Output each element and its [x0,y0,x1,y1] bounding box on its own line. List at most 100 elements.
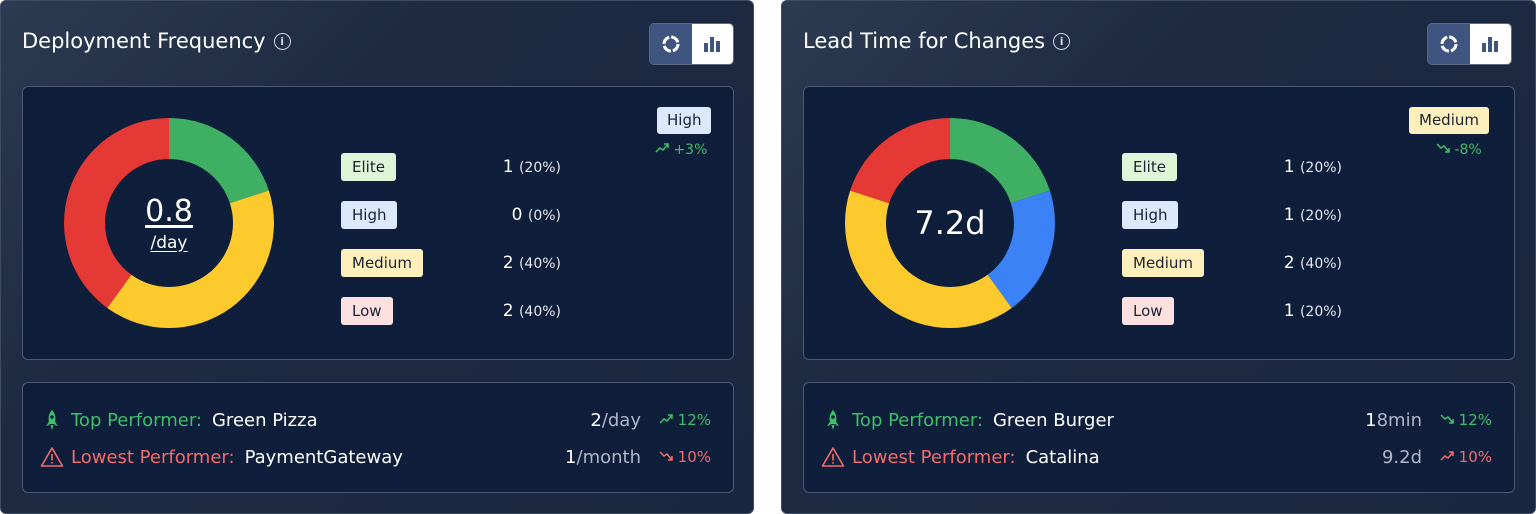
performer-name: Catalina [1025,446,1100,468]
performer-label: Lowest Performer: [71,446,235,468]
tier-count: 2 (40%) [1284,253,1342,273]
donut-view-button[interactable] [650,24,692,64]
rating-badge: Medium [1409,107,1489,134]
count-percent: (20%) [518,160,561,176]
tier-badge: Elite [341,153,396,181]
performer-label: Top Performer: [852,409,983,431]
donut-segment-elite[interactable] [169,118,269,204]
donut-view-button[interactable] [1428,24,1470,64]
tier-count: 1 (20%) [1284,301,1342,321]
rocket-icon [820,407,846,433]
donut-segment-medium[interactable] [107,190,274,328]
count-value: 2 [1283,253,1295,273]
lead-time-card: Lead Time for Changes i 7.2d Elite 1 (20… [781,0,1536,514]
donut-segment-high[interactable] [987,190,1055,308]
performers-panel: Top Performer: Green Pizza 2/day 12% Low… [22,382,734,493]
count-percent: (40%) [518,256,561,272]
lowest-performer-row[interactable]: Lowest Performer: PaymentGateway 1/month… [39,444,723,470]
count-value: 1 [1283,205,1295,225]
deployment-frequency-card: Deployment Frequency i 0.8 /day Elite 1 … [0,0,754,514]
info-icon[interactable]: i [1053,32,1071,50]
trend-value: 12% [1458,411,1492,429]
count-percent: (0%) [527,208,561,224]
donut-segment-low[interactable] [850,118,950,204]
info-icon[interactable]: i [273,32,291,50]
metric-value: 1 [565,446,577,468]
metric-value: 1 [1365,409,1377,431]
performer-name: PaymentGateway [244,446,403,468]
count-percent: (20%) [1299,208,1342,224]
card-title-text: Lead Time for Changes [803,29,1046,53]
performer-trend: 12% [659,411,711,429]
performer-metric: 2/day [590,410,641,431]
card-title-text: Deployment Frequency [22,29,266,53]
center-metric: 0.8 /day [63,117,275,329]
card-title: Deployment Frequency i [22,29,291,53]
performer-label: Lowest Performer: [852,446,1016,468]
trend-down-icon [1436,143,1450,153]
count-value: 2 [502,301,514,321]
donut-segment-low[interactable] [64,118,169,308]
distribution-panel: 7.2d Elite 1 (20%) High 1 (20%) Medium 2… [803,86,1515,360]
count-percent: (20%) [1299,160,1342,176]
tier-row-medium: Medium 2 (40%) [1122,249,1352,277]
trend-value: 10% [1458,448,1492,466]
bar-view-button[interactable] [1469,24,1511,64]
donut-chart [64,118,274,328]
performer-label: Top Performer: [71,409,202,431]
tier-count: 1 (20%) [1284,205,1342,225]
metric-unit: /month [576,446,642,468]
warning-icon [820,444,846,470]
trend-value: 12% [677,411,711,429]
rating-trend-value: -8% [1454,142,1482,158]
tier-count: 1 (20%) [1284,157,1342,177]
tier-row-high: High 0 (0%) [341,201,571,229]
donut-chart [845,118,1055,329]
metric-value: 2 [590,409,602,431]
performers-panel: Top Performer: Green Burger 18min 12% Lo… [803,382,1515,493]
performer-metric: 1/month [565,447,641,468]
count-value: 0 [511,205,523,225]
card-title: Lead Time for Changes i [803,29,1071,53]
donut-chart-icon [1440,35,1458,53]
chart-view-toggle [1427,23,1512,65]
tier-badge: Low [1122,297,1174,325]
tier-count: 0 (0%) [512,205,561,225]
chart-view-toggle [649,23,734,65]
rating-trend: +3% [655,142,707,158]
tier-row-elite: Elite 1 (20%) [1122,153,1352,181]
top-performer-row[interactable]: Top Performer: Green Pizza 2/day 12% [39,407,723,433]
trend-up-icon [659,414,673,424]
warning-icon [39,444,65,470]
rating-trend: -8% [1436,142,1482,158]
count-value: 1 [1283,301,1295,321]
rating-badge: High [657,107,712,134]
top-performer-row[interactable]: Top Performer: Green Burger 18min 12% [820,407,1504,433]
trend-down-icon [1440,414,1454,424]
tier-count: 1 (20%) [503,157,561,177]
lowest-performer-row[interactable]: Lowest Performer: Catalina 9.2d 10% [820,444,1504,470]
tier-badge: High [1122,201,1179,229]
performer-metric: 18min [1365,410,1422,431]
trend-up-icon [1440,451,1454,461]
count-percent: (40%) [518,304,561,320]
tier-row-low: Low 2 (40%) [341,297,571,325]
tier-row-medium: Medium 2 (40%) [341,249,571,277]
bar-chart-icon [1482,37,1499,52]
tier-badge: Elite [1122,153,1177,181]
tier-count: 2 (40%) [503,253,561,273]
performer-trend: 10% [659,448,711,466]
count-value: 1 [1283,157,1295,177]
rating-trend-value: +3% [673,142,708,158]
tier-row-elite: Elite 1 (20%) [341,153,571,181]
rocket-icon [39,407,65,433]
count-percent: (20%) [1299,304,1342,320]
donut-segment-medium[interactable] [845,190,1012,329]
bar-view-button[interactable] [691,24,733,64]
performer-name: Green Pizza [211,409,318,431]
tier-count: 2 (40%) [503,301,561,321]
donut-segment-elite[interactable] [950,118,1050,204]
count-value: 1 [502,157,514,177]
trend-up-icon [655,143,669,153]
count-percent: (40%) [1299,256,1342,272]
